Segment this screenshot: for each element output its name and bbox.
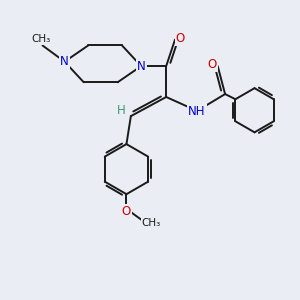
Text: CH₃: CH₃ (32, 34, 51, 44)
Text: N: N (60, 55, 69, 68)
Text: O: O (176, 32, 185, 45)
Text: O: O (122, 205, 131, 218)
Text: H: H (117, 104, 126, 117)
Text: N: N (137, 60, 146, 73)
Text: CH₃: CH₃ (142, 218, 161, 228)
Text: O: O (208, 58, 217, 71)
Text: NH: NH (188, 105, 206, 118)
